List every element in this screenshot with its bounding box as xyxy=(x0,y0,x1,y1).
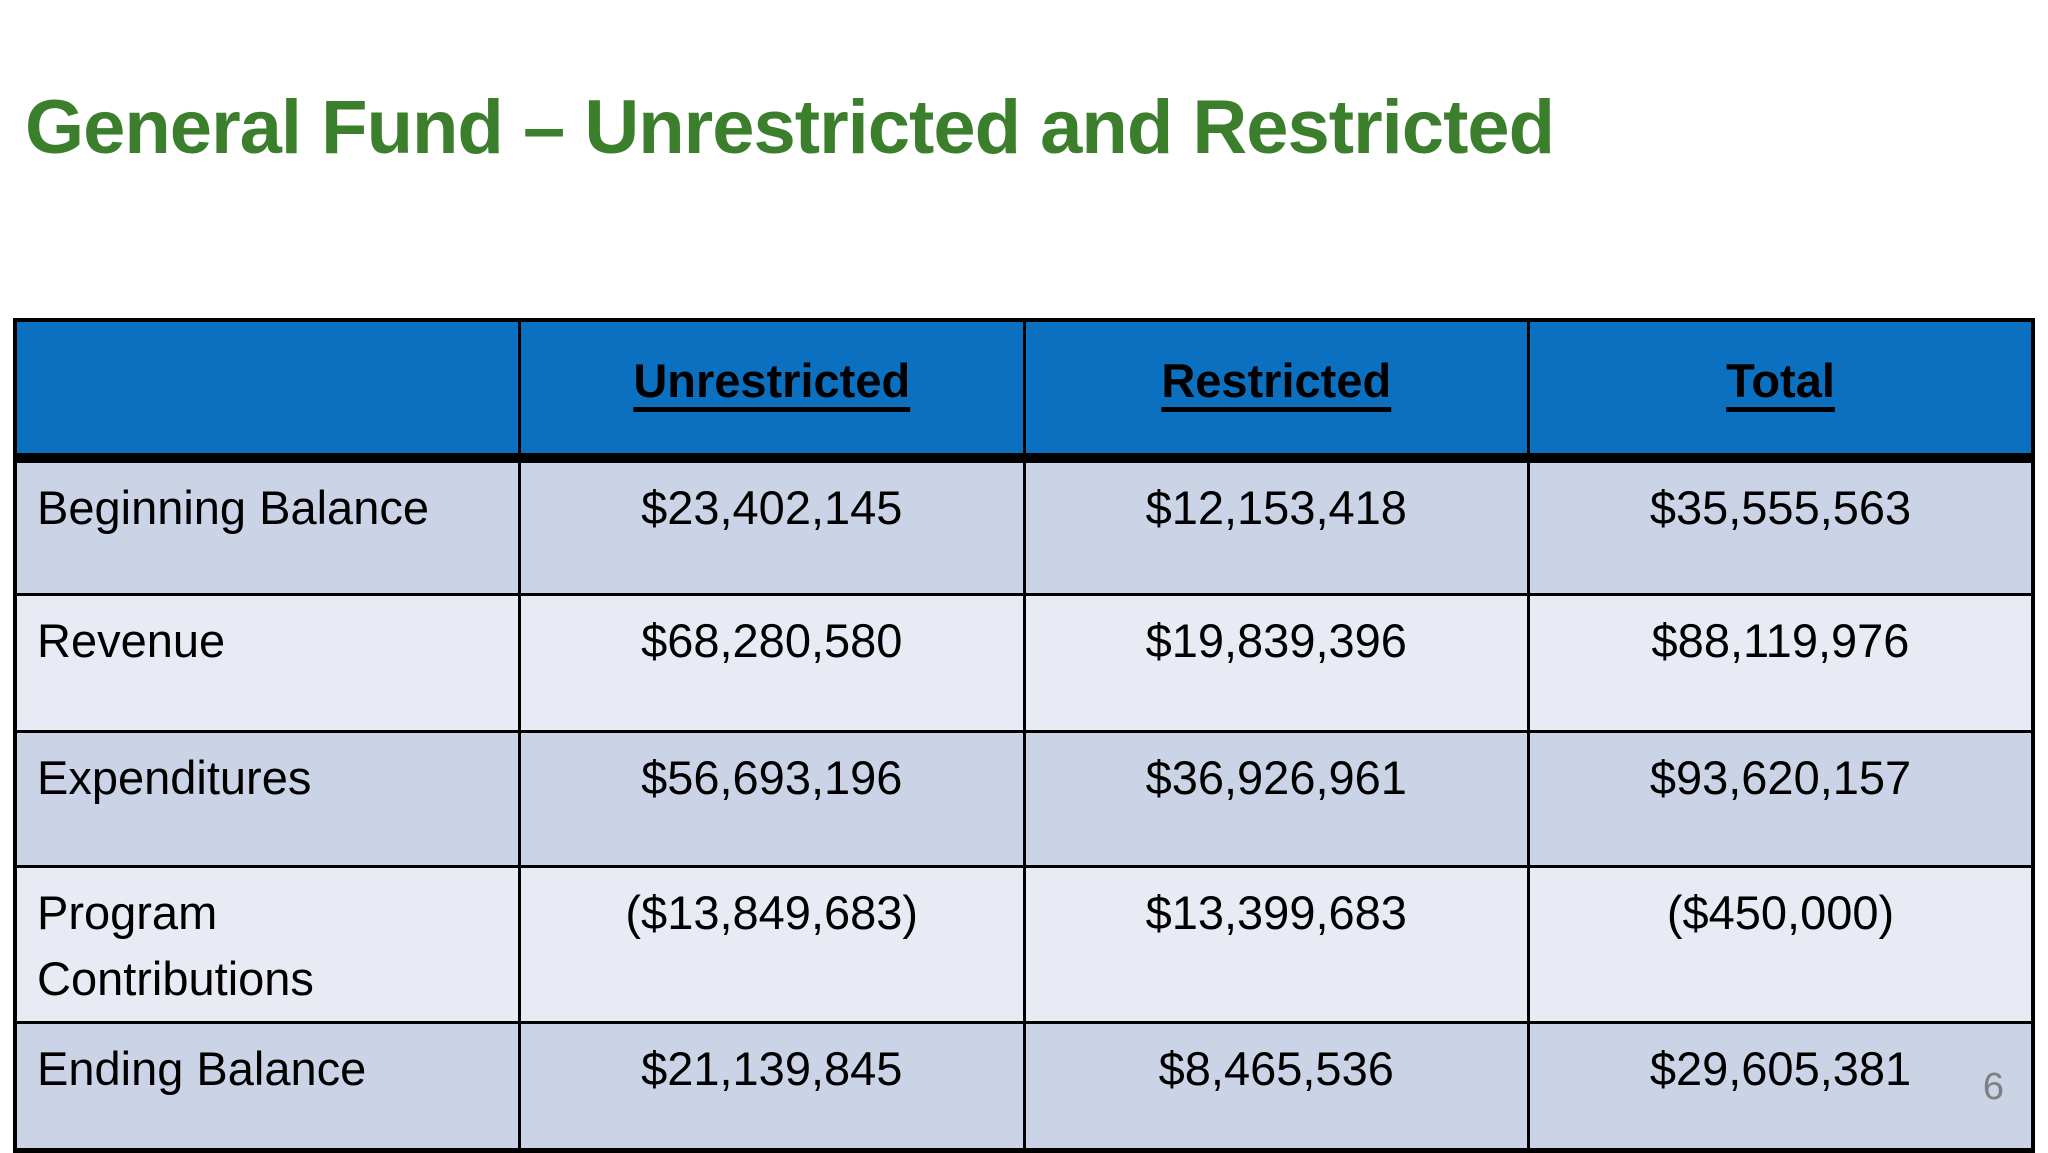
cell-value-unrestricted: ($13,849,683) xyxy=(518,865,1026,1024)
cell-value-restricted: $12,153,418 xyxy=(1022,456,1530,596)
table-row-beginning-balance: Beginning Balance $23,402,145 $12,153,41… xyxy=(13,456,2035,596)
cell-value-total: $35,555,563 xyxy=(1527,456,2035,596)
cell-value-restricted: $13,399,683 xyxy=(1022,865,1530,1024)
cell-value-restricted: $19,839,396 xyxy=(1022,593,1530,733)
row-label: Ending Balance xyxy=(13,1021,521,1153)
column-header-total-label: Total xyxy=(1726,353,1835,407)
column-header-restricted: Restricted xyxy=(1022,318,1530,463)
cell-value-total: $93,620,157 xyxy=(1527,730,2035,868)
row-label: Program Contributions xyxy=(13,865,521,1024)
column-header-unrestricted: Unrestricted xyxy=(518,318,1026,463)
table-row-revenue: Revenue $68,280,580 $19,839,396 $88,119,… xyxy=(13,593,2035,733)
slide-title: General Fund – Unrestricted and Restrict… xyxy=(25,85,1555,170)
column-header-unrestricted-label: Unrestricted xyxy=(633,353,911,407)
column-header-blank xyxy=(13,318,521,463)
page-number: 6 xyxy=(1982,1066,2004,1108)
table-row-program-contributions: Program Contributions ($13,849,683) $13,… xyxy=(13,865,2035,1024)
cell-value-unrestricted: $23,402,145 xyxy=(518,456,1026,596)
cell-value-unrestricted: $21,139,845 xyxy=(518,1021,1026,1153)
column-header-total: Total xyxy=(1527,318,2035,463)
cell-value-unrestricted: $56,693,196 xyxy=(518,730,1026,868)
cell-value-total: ($450,000) xyxy=(1527,865,2035,1024)
row-label: Beginning Balance xyxy=(13,456,521,596)
row-label: Revenue xyxy=(13,593,521,733)
row-label: Expenditures xyxy=(13,730,521,868)
cell-value-unrestricted: $68,280,580 xyxy=(518,593,1026,733)
cell-value-total: $29,605,381 xyxy=(1527,1021,2035,1153)
cell-value-total: $88,119,976 xyxy=(1527,593,2035,733)
table-header-row: Unrestricted Restricted Total xyxy=(13,318,2035,463)
column-header-restricted-label: Restricted xyxy=(1161,353,1392,407)
cell-value-restricted: $8,465,536 xyxy=(1022,1021,1530,1153)
cell-value-restricted: $36,926,961 xyxy=(1022,730,1530,868)
table-row-ending-balance: Ending Balance $21,139,845 $8,465,536 $2… xyxy=(13,1021,2035,1153)
general-fund-table: Unrestricted Restricted Total Beginning … xyxy=(13,318,2035,1153)
table-row-expenditures: Expenditures $56,693,196 $36,926,961 $93… xyxy=(13,730,2035,868)
